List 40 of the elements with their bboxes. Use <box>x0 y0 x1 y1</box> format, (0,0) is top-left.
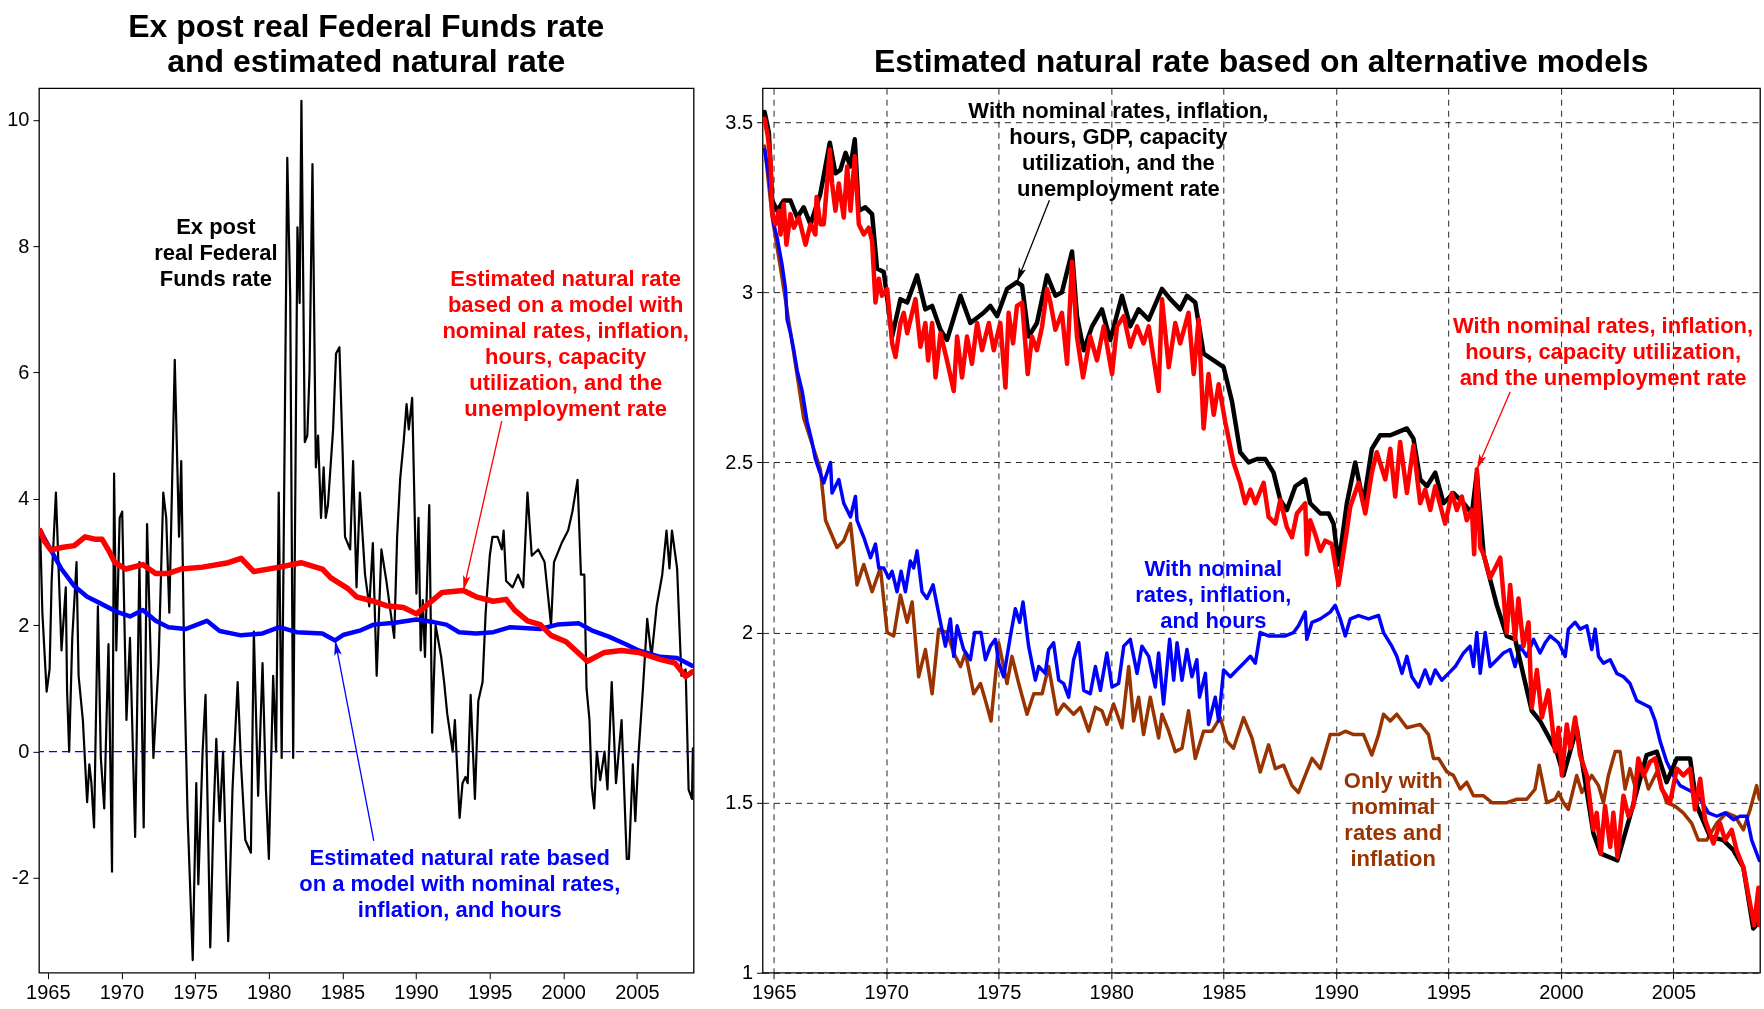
text: With nominal rates, inflation, hours, capacity utilization, and the unemployment rate <box>1453 313 1754 391</box>
y-tick-label: -2 <box>11 866 30 889</box>
x-tick-label: 1965 <box>26 981 71 1004</box>
text: With nominal rates, inflation, hours, GDP, capacity utilization, and the unemployment rate <box>968 98 1269 202</box>
y-tick-label: 6 <box>18 361 30 384</box>
y-tick-label: 2.5 <box>725 450 754 473</box>
x-tick-label: 1990 <box>1314 981 1359 1004</box>
x-tick-label: 2005 <box>1651 981 1697 1004</box>
y-tick-label: 0 <box>18 740 30 763</box>
y-tick-label: 4 <box>18 487 30 510</box>
x-tick-label: 1980 <box>1089 981 1134 1004</box>
x-tick-label: 1995 <box>1426 981 1472 1004</box>
y-tick-label: 3 <box>741 280 754 303</box>
y-tick-label: 10 <box>7 108 30 131</box>
x-tick-label: 1975 <box>976 981 1022 1004</box>
x-tick-label: 1965 <box>752 981 797 1004</box>
y-tick-label: 1.5 <box>725 791 754 814</box>
text: Estimated natural rate based on a model with nominal rates, inflation, hours, capacity utilization, and the unemployment rate <box>442 266 689 422</box>
chart-title: Estimated natural rate based on alternative models <box>873 43 1649 80</box>
x-tick-label: 1975 <box>173 981 218 1004</box>
y-tick-label: 3.5 <box>725 110 754 133</box>
y-tick-label: 1 <box>741 961 754 984</box>
text: Estimated natural rate based on a model with nominal rates, inflation, and hours <box>299 844 621 922</box>
y-tick-label: 2 <box>741 621 754 644</box>
x-tick-label: 1990 <box>394 981 439 1004</box>
series-label: Ex post real Federal Funds rate <box>154 214 278 292</box>
chart-title: Ex post real Federal Funds rate and estimated natural rate <box>128 8 605 80</box>
x-tick-label: 1995 <box>467 981 513 1004</box>
series-label: With nominal rates, inflation, and hours <box>1135 555 1292 633</box>
x-tick-label: 1970 <box>99 981 145 1004</box>
x-tick-label: 2005 <box>615 981 660 1004</box>
series-label: Only with nominal rates and inflation <box>1343 767 1443 871</box>
x-tick-label: 1970 <box>864 981 909 1004</box>
x-tick-label: 1985 <box>320 981 366 1004</box>
y-tick-label: 2 <box>18 613 30 636</box>
y-tick-label: 8 <box>18 234 30 257</box>
x-tick-label: 2000 <box>1539 981 1584 1004</box>
x-tick-label: 1980 <box>247 981 292 1004</box>
x-tick-label: 2000 <box>541 981 586 1004</box>
x-tick-label: 1985 <box>1201 981 1247 1004</box>
